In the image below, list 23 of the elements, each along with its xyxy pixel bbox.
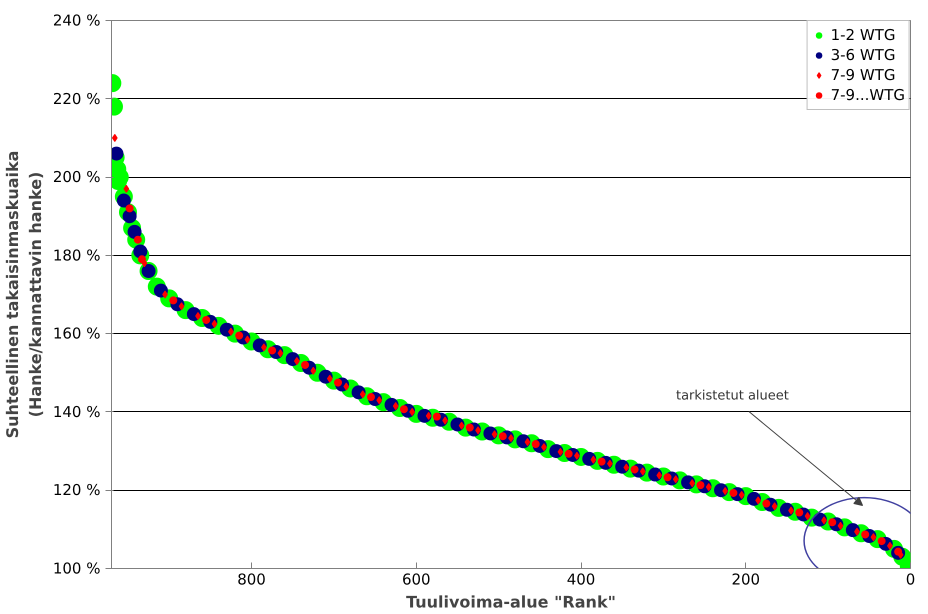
y-tick-label: 160 % [52,324,101,343]
legend-label: 7-9 WTG [830,66,896,84]
y-tick-label: 140 % [52,402,101,421]
y-tick-label: 180 % [52,246,101,264]
y-tick-label: 240 % [52,12,101,30]
y-tick-label: 100 % [52,560,101,578]
legend-label: 7-9...WTG [830,86,905,104]
point [123,184,130,193]
x-tick-label: 600 [402,570,431,588]
x-tick-label: 800 [237,570,266,588]
legend-label: 3-6 WTG [830,46,896,64]
x-tick-label: 400 [566,570,596,588]
point [162,290,168,298]
annotation: tarkistetut alueet [676,388,789,404]
legend-label: 1-2 WTG [830,26,896,44]
x-tick-label: 200 [731,570,760,588]
point [112,134,118,142]
y-tick-label: 200 % [52,168,101,186]
x-axis-title: Tuulivoima-alue "Rank" [406,592,616,612]
y-axis-title: Suhteellinen takaisinmaskuaika (Hanke/kannattavin hanke) [3,150,45,438]
y-tick-label: 220 % [52,90,101,108]
x-tick-label: 0 [906,570,916,588]
y-tick-label: 120 % [52,481,101,500]
